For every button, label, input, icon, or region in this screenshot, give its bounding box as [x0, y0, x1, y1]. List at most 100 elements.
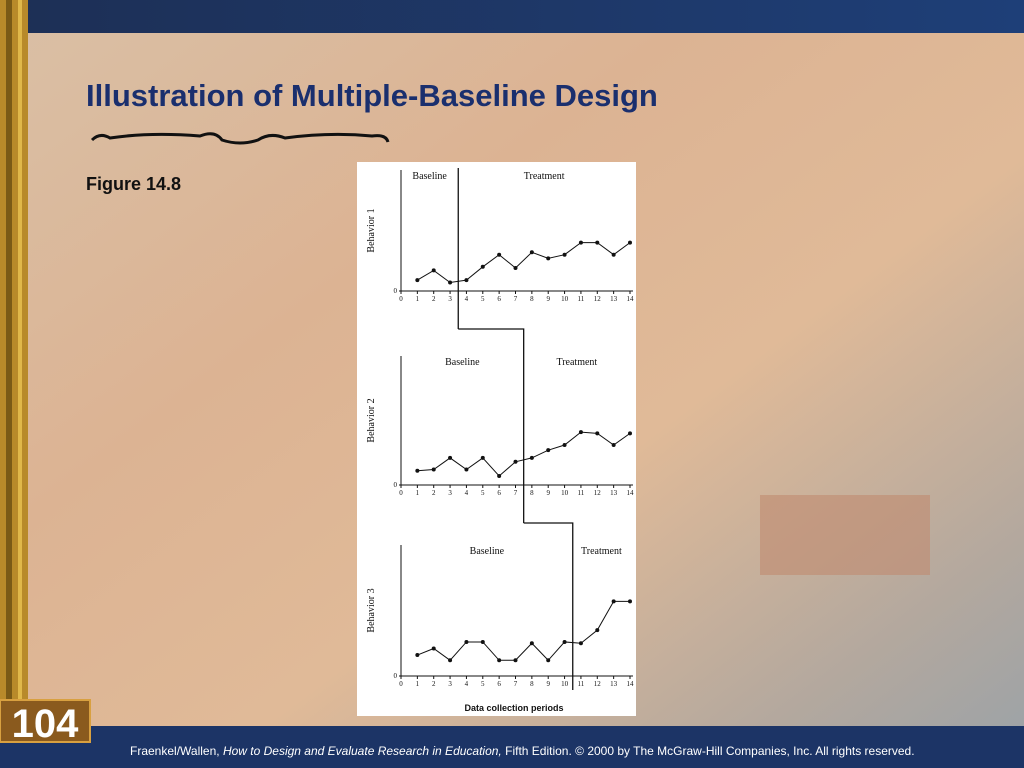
annotation: Treatment: [581, 546, 622, 557]
x-tick-label: 3: [448, 680, 452, 688]
slide-title: Illustration of Multiple-Baseline Design: [86, 78, 658, 113]
data-point: [611, 252, 616, 257]
data-point: [529, 455, 534, 460]
annotation: Baseline: [412, 171, 447, 182]
data-point: [480, 455, 485, 460]
data-point: [448, 455, 453, 460]
x-tick-label: 2: [432, 489, 436, 497]
x-tick-label: 0: [399, 489, 403, 497]
x-tick-label: 9: [546, 295, 550, 303]
data-line: [417, 242, 631, 284]
data-line: [417, 431, 631, 477]
data-point: [529, 641, 534, 646]
x-tick-label: 14: [627, 680, 635, 688]
data-point: [448, 658, 453, 663]
data-point: [513, 266, 518, 271]
y-axis-label: Behavior 3: [366, 588, 377, 632]
data-point: [562, 639, 567, 644]
x-tick-label: 12: [594, 680, 602, 688]
figure-label: Figure 14.8: [86, 174, 181, 194]
data-line: [417, 600, 630, 662]
page-number-box: [0, 699, 91, 743]
y-tick-label: 0: [394, 672, 398, 680]
data-point: [497, 252, 502, 257]
x-tick-label: 13: [610, 489, 618, 497]
x-tick-label: 11: [578, 680, 585, 688]
footer-book: How to Design and Evaluate Research in E…: [223, 744, 502, 758]
data-point: [513, 459, 518, 464]
data-point: [431, 467, 436, 472]
data-point: [595, 240, 600, 245]
annotation: Baseline: [445, 357, 480, 368]
phase-connector: [458, 328, 525, 354]
data-point: [595, 431, 600, 436]
x-tick-label: 12: [594, 295, 602, 303]
left-stripe: [0, 0, 28, 768]
x-tick-label: 10: [561, 680, 569, 688]
data-point: [595, 628, 600, 633]
data-point: [513, 658, 518, 663]
x-tick-label: 8: [530, 680, 534, 688]
x-tick-label: 4: [465, 489, 469, 497]
data-point: [497, 658, 502, 663]
annotation: Treatment: [556, 357, 597, 368]
annotation: Treatment: [524, 171, 565, 182]
x-tick-label: 14: [627, 295, 635, 303]
y-axis-label: Behavior 2: [366, 398, 377, 442]
data-point: [464, 467, 469, 472]
x-tick-label: 9: [546, 680, 550, 688]
x-tick-label: 4: [465, 680, 469, 688]
x-tick-label: 8: [530, 295, 534, 303]
data-point: [464, 639, 469, 644]
top-bar: [0, 0, 1024, 33]
data-point: [546, 448, 551, 453]
x-tick-label: 13: [610, 295, 618, 303]
x-tick-label: 11: [578, 489, 585, 497]
data-point: [578, 240, 583, 245]
data-point: [480, 639, 485, 644]
data-point: [529, 250, 534, 255]
data-point: [497, 473, 502, 478]
y-axis-label: Behavior 1: [366, 208, 377, 252]
x-tick-label: 0: [399, 680, 403, 688]
bottom-bar: [0, 726, 1024, 768]
x-tick-label: 6: [497, 489, 501, 497]
x-tick-label: 13: [610, 680, 618, 688]
x-axis-label: Data collection periods: [464, 703, 563, 713]
data-point: [611, 599, 616, 604]
x-tick-label: 7: [514, 295, 518, 303]
data-point: [562, 252, 567, 257]
x-tick-label: 1: [416, 680, 420, 688]
x-tick-label: 4: [465, 295, 469, 303]
x-tick-label: 14: [627, 489, 635, 497]
x-tick-label: 10: [561, 295, 569, 303]
x-tick-label: 9: [546, 489, 550, 497]
x-tick-label: 3: [448, 295, 452, 303]
x-tick-label: 7: [514, 489, 518, 497]
data-point: [578, 430, 583, 435]
x-tick-label: 11: [578, 295, 585, 303]
data-point: [546, 256, 551, 261]
data-point: [415, 653, 420, 658]
data-point: [448, 280, 453, 285]
x-tick-label: 1: [416, 489, 420, 497]
figure-panel: [357, 162, 636, 716]
phase-connector: [523, 522, 574, 543]
background-patch: [760, 495, 930, 575]
footer: Fraenkel/Wallen, How to Design and Evalu…: [130, 744, 915, 758]
data-point: [628, 599, 632, 604]
data-point: [562, 443, 567, 448]
x-tick-label: 5: [481, 489, 485, 497]
data-point: [431, 268, 436, 273]
data-point: [628, 431, 632, 436]
data-point: [431, 646, 436, 651]
footer-rest: Fifth Edition. © 2000 by The McGraw-Hill…: [502, 744, 915, 758]
data-point: [415, 278, 420, 283]
x-tick-label: 3: [448, 489, 452, 497]
data-point: [480, 264, 485, 269]
x-tick-label: 8: [530, 489, 534, 497]
x-tick-label: 6: [497, 295, 501, 303]
x-tick-label: 5: [481, 295, 485, 303]
